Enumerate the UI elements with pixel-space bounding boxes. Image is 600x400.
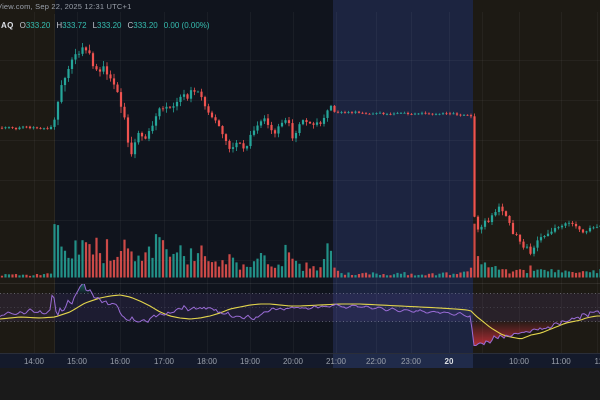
ohlc-low: L333.20	[92, 21, 122, 30]
axis-lower-filler	[0, 368, 600, 400]
change-label: 0.00 (0.00%)	[163, 21, 210, 30]
time-tick-label: 18:00	[196, 357, 218, 366]
time-axis[interactable]: 14:00 15:00 16:00 17:00 18:00 19:00 20:00 21:00…	[0, 353, 600, 368]
time-tick-label: 22:00	[365, 357, 387, 366]
time-tick-label: 19:00	[239, 357, 261, 366]
symbol-label: AQ	[1, 21, 14, 30]
time-tick-label: 10:00	[508, 357, 530, 366]
time-tick-label: 21:00	[325, 357, 347, 366]
time-tick-label: 17:00	[153, 357, 175, 366]
time-tick-label: 14:00	[23, 357, 45, 366]
watermark-text: View.com, Sep 22, 2025 12:31 UTC+1	[0, 2, 132, 11]
time-tick-label: 23:00	[400, 357, 422, 366]
axis-highlight-segment	[333, 354, 473, 368]
time-tick-label: 16:00	[109, 357, 131, 366]
ohlc-close: C333.20	[127, 21, 158, 30]
time-tick-label: 11:00	[551, 357, 571, 366]
time-tick-label: 20	[444, 357, 454, 366]
time-tick-label: 15:00	[66, 357, 88, 366]
ohlc-row: AQ O333.20 H333.72 L333.20 C333.20 0.00 …	[1, 21, 210, 30]
time-tick-label: 20:00	[282, 357, 304, 366]
time-tick-label: 12	[594, 357, 600, 366]
ohlc-high: H333.72	[56, 21, 87, 30]
ohlc-open: O333.20	[19, 21, 51, 30]
